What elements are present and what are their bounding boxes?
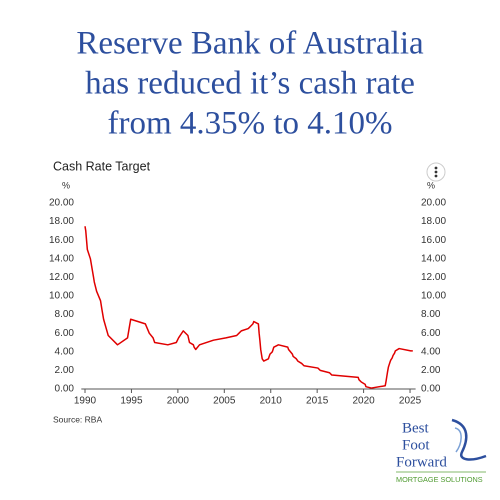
logo-text: Foot — [402, 437, 430, 453]
x-tick-label: 2010 — [260, 396, 283, 407]
y2-tick-label: 0.00 — [421, 384, 441, 395]
y-tick-label: 18.00 — [49, 216, 74, 227]
y-tick-label: 4.00 — [55, 346, 75, 357]
menu-dot — [434, 166, 438, 170]
y2-tick-label: 10.00 — [421, 291, 446, 302]
logo-swoosh — [451, 418, 487, 461]
x-tick-label: 2015 — [306, 396, 329, 407]
y2-tick-label: 8.00 — [421, 309, 441, 320]
y-tick-label: 14.00 — [49, 253, 74, 264]
menu-dot — [434, 174, 438, 178]
x-tick-label: 2000 — [167, 396, 190, 407]
y-tick-label: 16.00 — [49, 235, 74, 246]
menu-button[interactable] — [426, 162, 446, 182]
x-tick-label: 1995 — [120, 396, 143, 407]
x-tick-label: 2020 — [352, 396, 375, 407]
y-tick-label: 6.00 — [55, 328, 75, 339]
y2-tick-label: 20.00 — [421, 198, 446, 209]
line-series — [84, 226, 413, 389]
x-tick-label: 2025 — [399, 396, 422, 407]
title-line: from 4.35% to 4.10% — [107, 106, 392, 142]
logo-text: Forward — [396, 454, 447, 470]
y2-tick-label: 2.00 — [421, 365, 441, 376]
y-tick-label: 20.00 — [49, 198, 74, 209]
y2-tick-label: 18.00 — [421, 216, 446, 227]
y2-tick-label: 6.00 — [421, 328, 441, 339]
title-line: has reduced it’s cash rate — [85, 66, 415, 102]
y-tick-label: 8.00 — [55, 309, 75, 320]
x-tick-label: 1990 — [74, 396, 97, 407]
y2-unit: % — [427, 180, 435, 190]
chart-subtitle: Cash Rate Target — [53, 159, 151, 173]
y2-tick-label: 12.00 — [421, 272, 446, 283]
menu-dot — [434, 170, 438, 174]
logo-text: Best — [402, 420, 430, 436]
y-tick-label: 10.00 — [49, 291, 74, 302]
source: Source: RBA — [53, 414, 102, 424]
x-tick-label: 2005 — [213, 396, 236, 407]
title-line: Reserve Bank of Australia — [76, 26, 424, 62]
y-tick-label: 0.00 — [55, 384, 75, 395]
y2-tick-label: 14.00 — [421, 253, 446, 264]
y2-tick-label: 16.00 — [421, 235, 446, 246]
logo-tagline: MORTGAGE SOLUTIONS — [396, 475, 483, 484]
y-tick-label: 12.00 — [49, 272, 74, 283]
y-unit: % — [62, 180, 70, 190]
y-tick-label: 2.00 — [55, 365, 75, 376]
logo-swoosh — [454, 427, 462, 453]
y2-tick-label: 4.00 — [421, 346, 441, 357]
